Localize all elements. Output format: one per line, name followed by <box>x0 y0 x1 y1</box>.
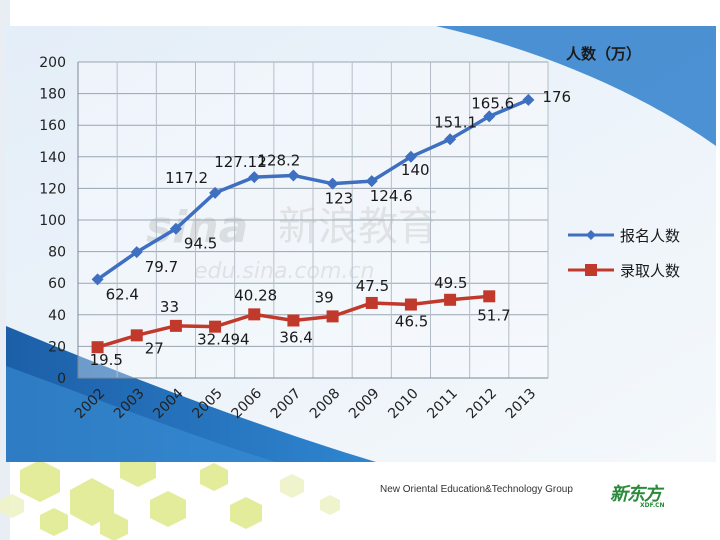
data-label-registered: 94.5 <box>184 235 217 253</box>
data-label-registered: 151.1 <box>434 113 477 131</box>
data-label-registered: 79.7 <box>145 258 178 276</box>
data-point-registered <box>444 133 457 146</box>
y-tick-label: 60 <box>48 276 66 292</box>
data-label-registered: 140 <box>401 161 430 179</box>
data-label-admitted: 40.28 <box>234 286 277 304</box>
data-point-admitted <box>287 314 300 327</box>
data-label-admitted: 39 <box>315 288 334 306</box>
data-point-registered <box>169 222 182 235</box>
data-label-admitted: 32.494 <box>197 331 250 349</box>
data-point-registered <box>248 171 261 184</box>
data-label-registered: 62.4 <box>106 285 139 303</box>
data-label-admitted: 46.5 <box>395 313 428 331</box>
legend-marker-admitted <box>585 264 597 276</box>
watermark-url: edu.sina.com.cn <box>194 259 374 284</box>
y-tick-label: 140 <box>39 150 66 166</box>
y-tick-label: 80 <box>48 245 66 261</box>
data-point-registered <box>130 246 143 259</box>
y-tick-label: 200 <box>39 55 66 71</box>
xdf-logo: 新东方 <box>610 484 662 505</box>
data-label-registered: 123 <box>325 190 354 208</box>
hexagon-decoration-light <box>0 474 340 518</box>
blue-corner <box>436 26 716 146</box>
xdf-logo-sub: XDF.CN <box>640 502 665 509</box>
data-label-admitted: 19.5 <box>90 351 123 369</box>
data-point-admitted <box>444 293 457 306</box>
blue-swoosh-inner <box>6 366 276 462</box>
watermark: sina 新浪教育 edu.sina.com.cn <box>146 202 438 284</box>
data-point-admitted <box>248 308 261 321</box>
data-label-registered: 127.12 <box>214 153 267 171</box>
data-label-admitted: 47.5 <box>356 277 389 295</box>
y-tick-label: 40 <box>48 308 66 324</box>
data-point-admitted <box>365 296 378 309</box>
data-label-registered: 165.6 <box>471 94 514 112</box>
data-label-registered: 176 <box>542 88 571 106</box>
data-point-registered <box>404 150 417 163</box>
legend-label-registered: 报名人数 <box>620 227 680 245</box>
data-point-admitted <box>404 298 417 311</box>
series-line-registered <box>96 98 530 281</box>
y-tick-label: 100 <box>39 213 66 229</box>
data-point-registered <box>91 273 104 286</box>
legend-label-admitted: 录取人数 <box>620 262 680 280</box>
y-tick-label: 160 <box>39 118 66 134</box>
data-point-registered <box>326 177 339 190</box>
legend-marker-registered <box>586 230 596 240</box>
watermark-brand-cn: 新浪教育 <box>278 204 438 250</box>
data-label-admitted: 36.4 <box>279 328 312 346</box>
data-point-registered <box>287 169 300 182</box>
data-label-registered: 128.2 <box>257 151 300 169</box>
data-point-admitted <box>169 319 182 332</box>
data-point-admitted <box>326 310 339 323</box>
data-label-admitted: 51.7 <box>477 306 510 324</box>
data-point-registered <box>522 93 535 106</box>
footer-company-name: New Oriental Education&Technology Group <box>380 484 573 495</box>
legend: 报名人数 录取人数 <box>568 227 680 280</box>
data-point-admitted <box>130 329 143 342</box>
hexagon-decoration <box>20 451 262 540</box>
data-label-admitted: 49.5 <box>434 274 467 292</box>
data-label-admitted: 33 <box>160 298 179 316</box>
y-tick-label: 180 <box>39 87 66 103</box>
data-point-registered <box>483 110 496 123</box>
data-label-registered: 117.2 <box>165 169 208 187</box>
data-label-registered: 124.6 <box>370 187 413 205</box>
data-point-admitted <box>91 341 104 354</box>
y-unit-label: 人数（万） <box>566 45 641 63</box>
y-tick-label: 120 <box>39 181 66 197</box>
data-point-admitted <box>209 320 222 333</box>
data-point-registered <box>365 175 378 188</box>
y-tick-label: 0 <box>57 371 66 387</box>
y-tick-label: 20 <box>48 339 66 355</box>
data-point-admitted <box>483 290 496 303</box>
chart: sina 新浪教育 edu.sina.com.cn 0 20 40 60 80 100 12… <box>6 26 716 462</box>
left-stripe <box>0 0 10 540</box>
data-point-registered <box>209 186 222 199</box>
data-label-admitted: 27 <box>145 339 164 357</box>
